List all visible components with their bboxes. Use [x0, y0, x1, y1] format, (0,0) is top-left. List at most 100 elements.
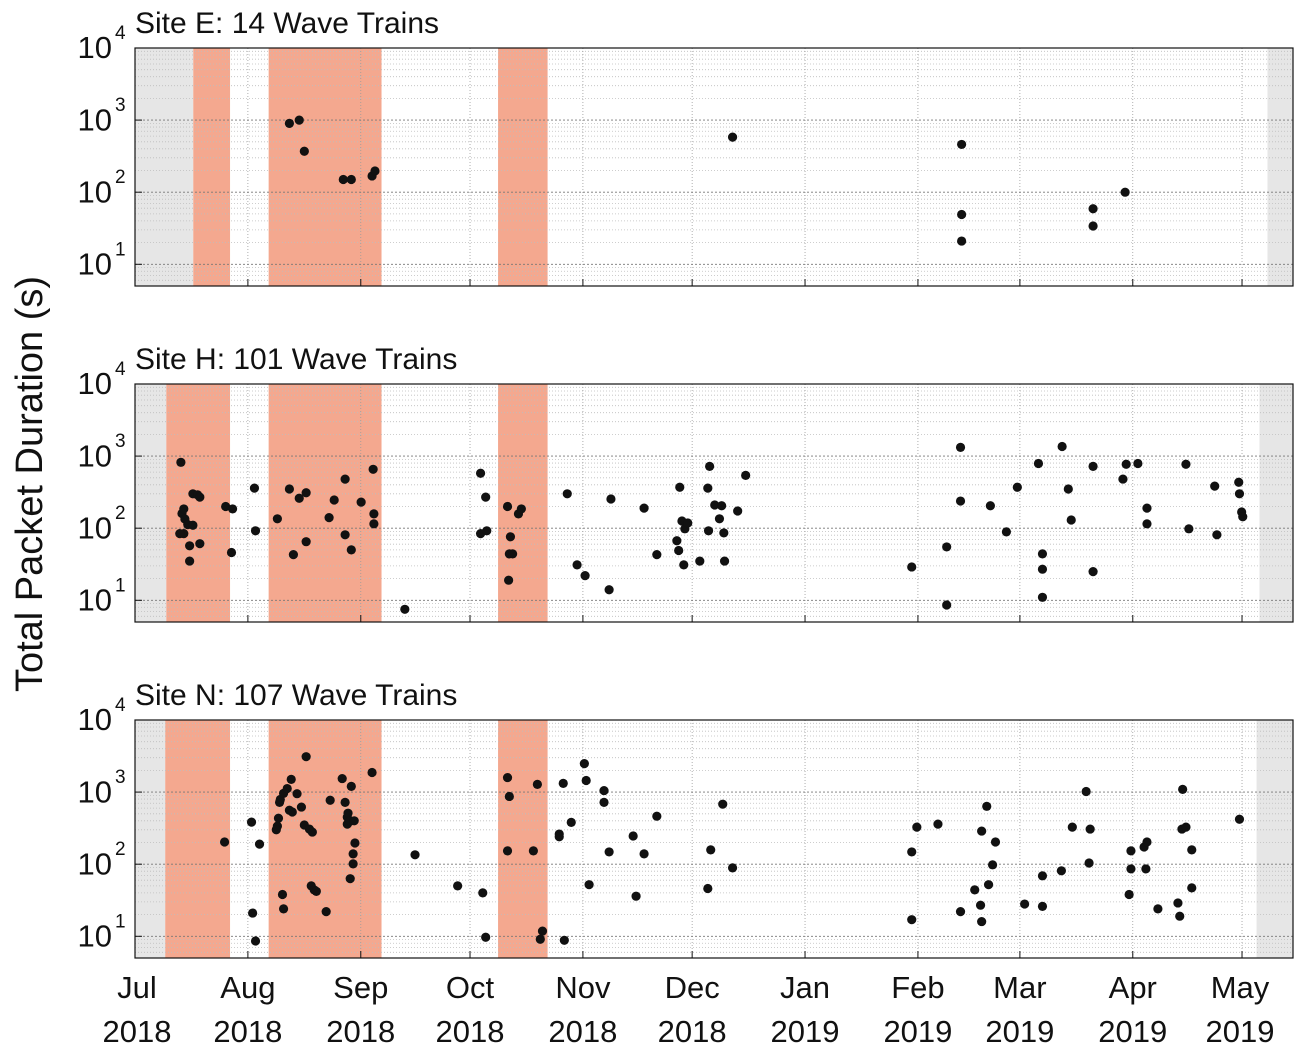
data-point: [368, 464, 378, 474]
data-point: [957, 209, 967, 220]
data-point: [604, 585, 614, 595]
data-point: [349, 816, 359, 826]
shaded-period: [268, 720, 382, 958]
data-point: [572, 560, 582, 570]
data-point: [1081, 786, 1091, 797]
data-point: [278, 904, 289, 914]
shaded-period: [498, 720, 548, 958]
data-point: [356, 497, 366, 507]
data-point: [933, 819, 943, 829]
data-point: [528, 846, 538, 856]
data-point: [955, 496, 966, 506]
data-point: [957, 139, 967, 150]
data-point: [532, 779, 542, 789]
y-tick-exponent: 3: [115, 431, 126, 452]
data-point: [719, 556, 730, 566]
data-point: [706, 845, 716, 855]
data-point: [985, 501, 995, 511]
data-point: [695, 556, 705, 566]
data-point: [1181, 459, 1191, 469]
shaded-period: [1267, 48, 1293, 286]
y-tick-label: 10: [78, 702, 112, 737]
data-point: [219, 837, 230, 847]
data-point: [504, 575, 514, 585]
data-point: [329, 495, 339, 505]
data-point: [185, 541, 195, 551]
data-point: [559, 935, 569, 945]
data-point: [288, 550, 299, 560]
data-point: [584, 880, 594, 890]
data-point: [1126, 864, 1136, 874]
y-tick-exponent: 4: [115, 359, 126, 380]
data-point: [1187, 845, 1197, 855]
data-point: [975, 900, 986, 910]
data-point: [1173, 898, 1183, 908]
data-point: [703, 483, 713, 493]
data-point: [1181, 822, 1191, 832]
panel-title: Site E: 14 Wave Trains: [135, 7, 439, 40]
data-point: [537, 926, 548, 936]
data-point: [599, 785, 609, 796]
data-point: [955, 907, 966, 917]
data-point: [977, 916, 987, 927]
data-point: [350, 838, 360, 848]
data-point: [410, 850, 420, 860]
data-point: [554, 832, 564, 842]
y-tick-label: 10: [78, 510, 112, 545]
data-point: [175, 529, 185, 539]
data-point: [370, 166, 380, 176]
data-point: [907, 847, 917, 857]
data-point: [343, 808, 353, 818]
data-point: [1210, 481, 1220, 491]
data-point: [727, 132, 738, 142]
data-point: [1121, 459, 1131, 469]
data-point: [453, 881, 463, 891]
x-tick-label: Feb 2019: [883, 970, 953, 1048]
data-point: [955, 442, 966, 453]
data-point: [502, 772, 513, 783]
data-point: [348, 859, 358, 869]
data-point: [705, 461, 715, 471]
y-tick-label: 10: [78, 246, 112, 281]
data-point: [478, 888, 488, 898]
shaded-period: [135, 48, 194, 286]
data-point: [324, 513, 334, 523]
data-point: [254, 839, 265, 849]
data-point: [675, 482, 685, 492]
data-point: [248, 908, 258, 918]
y-tick-label: 10: [78, 438, 112, 473]
data-point: [294, 493, 304, 503]
data-point: [307, 827, 317, 837]
data-point: [1037, 592, 1048, 602]
data-point: [990, 837, 1001, 847]
data-point: [566, 817, 576, 827]
panel-title: Site H: 101 Wave Trains: [135, 343, 457, 376]
data-point: [1124, 889, 1134, 900]
y-tick-exponent: 2: [115, 167, 126, 188]
y-tick-label: 10: [78, 102, 112, 137]
data-point: [599, 797, 609, 807]
data-point: [296, 802, 307, 812]
plot-frame: [134, 719, 1294, 959]
data-point: [369, 519, 379, 529]
data-point: [299, 146, 309, 156]
data-point: [639, 503, 649, 513]
y-tick-exponent: 4: [115, 23, 126, 44]
data-point: [1178, 784, 1188, 795]
data-point: [907, 562, 917, 572]
data-point: [1212, 530, 1222, 540]
data-point: [679, 560, 689, 570]
data-point: [195, 492, 205, 502]
y-tick-label: 10: [78, 366, 112, 401]
data-point: [639, 849, 649, 859]
data-point: [340, 797, 350, 807]
data-point: [942, 542, 952, 552]
data-point: [1020, 899, 1030, 909]
data-point: [942, 600, 952, 610]
data-point: [284, 118, 294, 128]
data-point: [481, 932, 491, 942]
data-point: [481, 492, 491, 502]
data-point: [176, 457, 186, 467]
data-point: [367, 767, 377, 778]
data-point: [195, 539, 205, 549]
